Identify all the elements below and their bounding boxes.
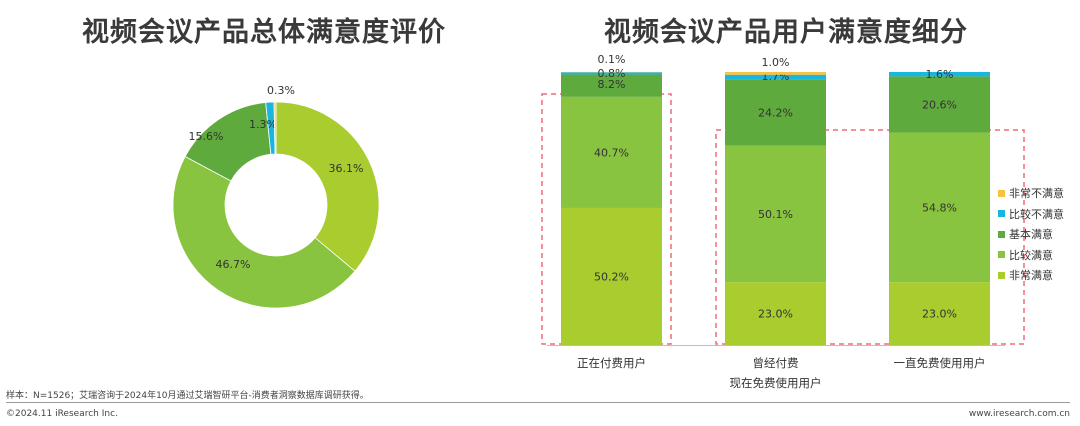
bar-data-label: 1.6% xyxy=(926,68,954,81)
legend-swatch xyxy=(998,271,1005,279)
legend-label: 非常满意 xyxy=(1009,269,1053,283)
bar-segment xyxy=(889,72,990,77)
bar-data-label: 1.7% xyxy=(762,70,790,83)
stacked-bar-chart-title: 视频会议产品用户满意度细分 xyxy=(604,17,968,48)
footer-divider xyxy=(6,402,1070,403)
donut-slice-label: 36.1% xyxy=(329,162,364,175)
copyright-text: ©2024.11 iResearch Inc. xyxy=(6,409,118,419)
donut-slice-label: 0.3% xyxy=(267,84,295,97)
bar-data-label: 0.8% xyxy=(598,67,626,80)
legend-item-satisfied: 比较满意 xyxy=(998,245,1064,266)
legend-swatch xyxy=(998,189,1005,197)
legend-swatch xyxy=(998,210,1005,218)
legend-label: 基本满意 xyxy=(1009,228,1053,242)
bar-data-label: 0.1% xyxy=(598,53,626,66)
bar-data-label: 54.8% xyxy=(922,201,957,214)
bar-data-label: 23.0% xyxy=(922,308,957,321)
bar-data-label: 50.1% xyxy=(758,208,793,221)
legend-label: 比较不满意 xyxy=(1009,207,1064,221)
bar-data-label: 24.2% xyxy=(758,106,793,119)
category-tick-label: 曾经付费 xyxy=(753,356,799,370)
bar-data-label: 8.2% xyxy=(598,78,626,91)
bar-segment xyxy=(889,76,990,133)
bar-segment xyxy=(889,132,990,283)
legend-item-dissatisfied: 比较不满意 xyxy=(998,204,1064,225)
bar-segment xyxy=(561,207,662,345)
bar-segment xyxy=(561,74,662,97)
category-tick-label: 正在付费用户 xyxy=(577,356,646,370)
bar-segment xyxy=(889,282,990,345)
bar-segment xyxy=(561,72,662,75)
legend-item-very-dissatisfied: 非常不满意 xyxy=(998,183,1064,204)
bar-data-label: 23.0% xyxy=(758,308,793,321)
legend-label: 比较满意 xyxy=(1009,248,1053,262)
donut-slice-label: 1.3% xyxy=(249,118,277,131)
donut-slice-label: 46.7% xyxy=(216,258,251,271)
category-tick-label: 一直免费使用用户 xyxy=(894,356,986,370)
legend-label: 非常不满意 xyxy=(1009,187,1064,201)
donut-slice xyxy=(172,155,356,309)
bar-data-label: 40.7% xyxy=(594,146,629,159)
donut-chart-title: 视频会议产品总体满意度评价 xyxy=(82,17,446,48)
chart-legend: 非常不满意 比较不满意 基本满意 比较满意 非常满意 xyxy=(998,183,1064,286)
legend-swatch xyxy=(998,230,1005,238)
legend-swatch xyxy=(998,251,1005,259)
legend-item-very-satisfied: 非常满意 xyxy=(998,265,1064,286)
bar-segment xyxy=(725,145,826,283)
bar-segment xyxy=(725,282,826,345)
bar-segment xyxy=(561,96,662,208)
bar-data-label: 20.6% xyxy=(922,98,957,111)
donut-slice-label: 15.6% xyxy=(189,130,224,143)
donut-slice xyxy=(273,101,277,155)
donut-slice xyxy=(275,101,380,272)
bar-segment xyxy=(725,74,826,80)
bar-segment xyxy=(725,79,826,146)
sample-source-note: 样本：N=1526；艾瑞咨询于2024年10月通过艾瑞智研平台-消费者洞察数据库… xyxy=(6,391,369,401)
bar-data-label: 50.2% xyxy=(594,270,629,283)
bar-data-label: 1.0% xyxy=(762,56,790,69)
category-tick-label: 现在免费使用用户 xyxy=(730,376,822,390)
bar-segment xyxy=(725,72,826,75)
legend-item-neutral: 基本满意 xyxy=(998,224,1064,245)
website-link[interactable]: www.iresearch.com.cn xyxy=(968,409,1070,419)
highlight-box-free xyxy=(715,129,1025,345)
